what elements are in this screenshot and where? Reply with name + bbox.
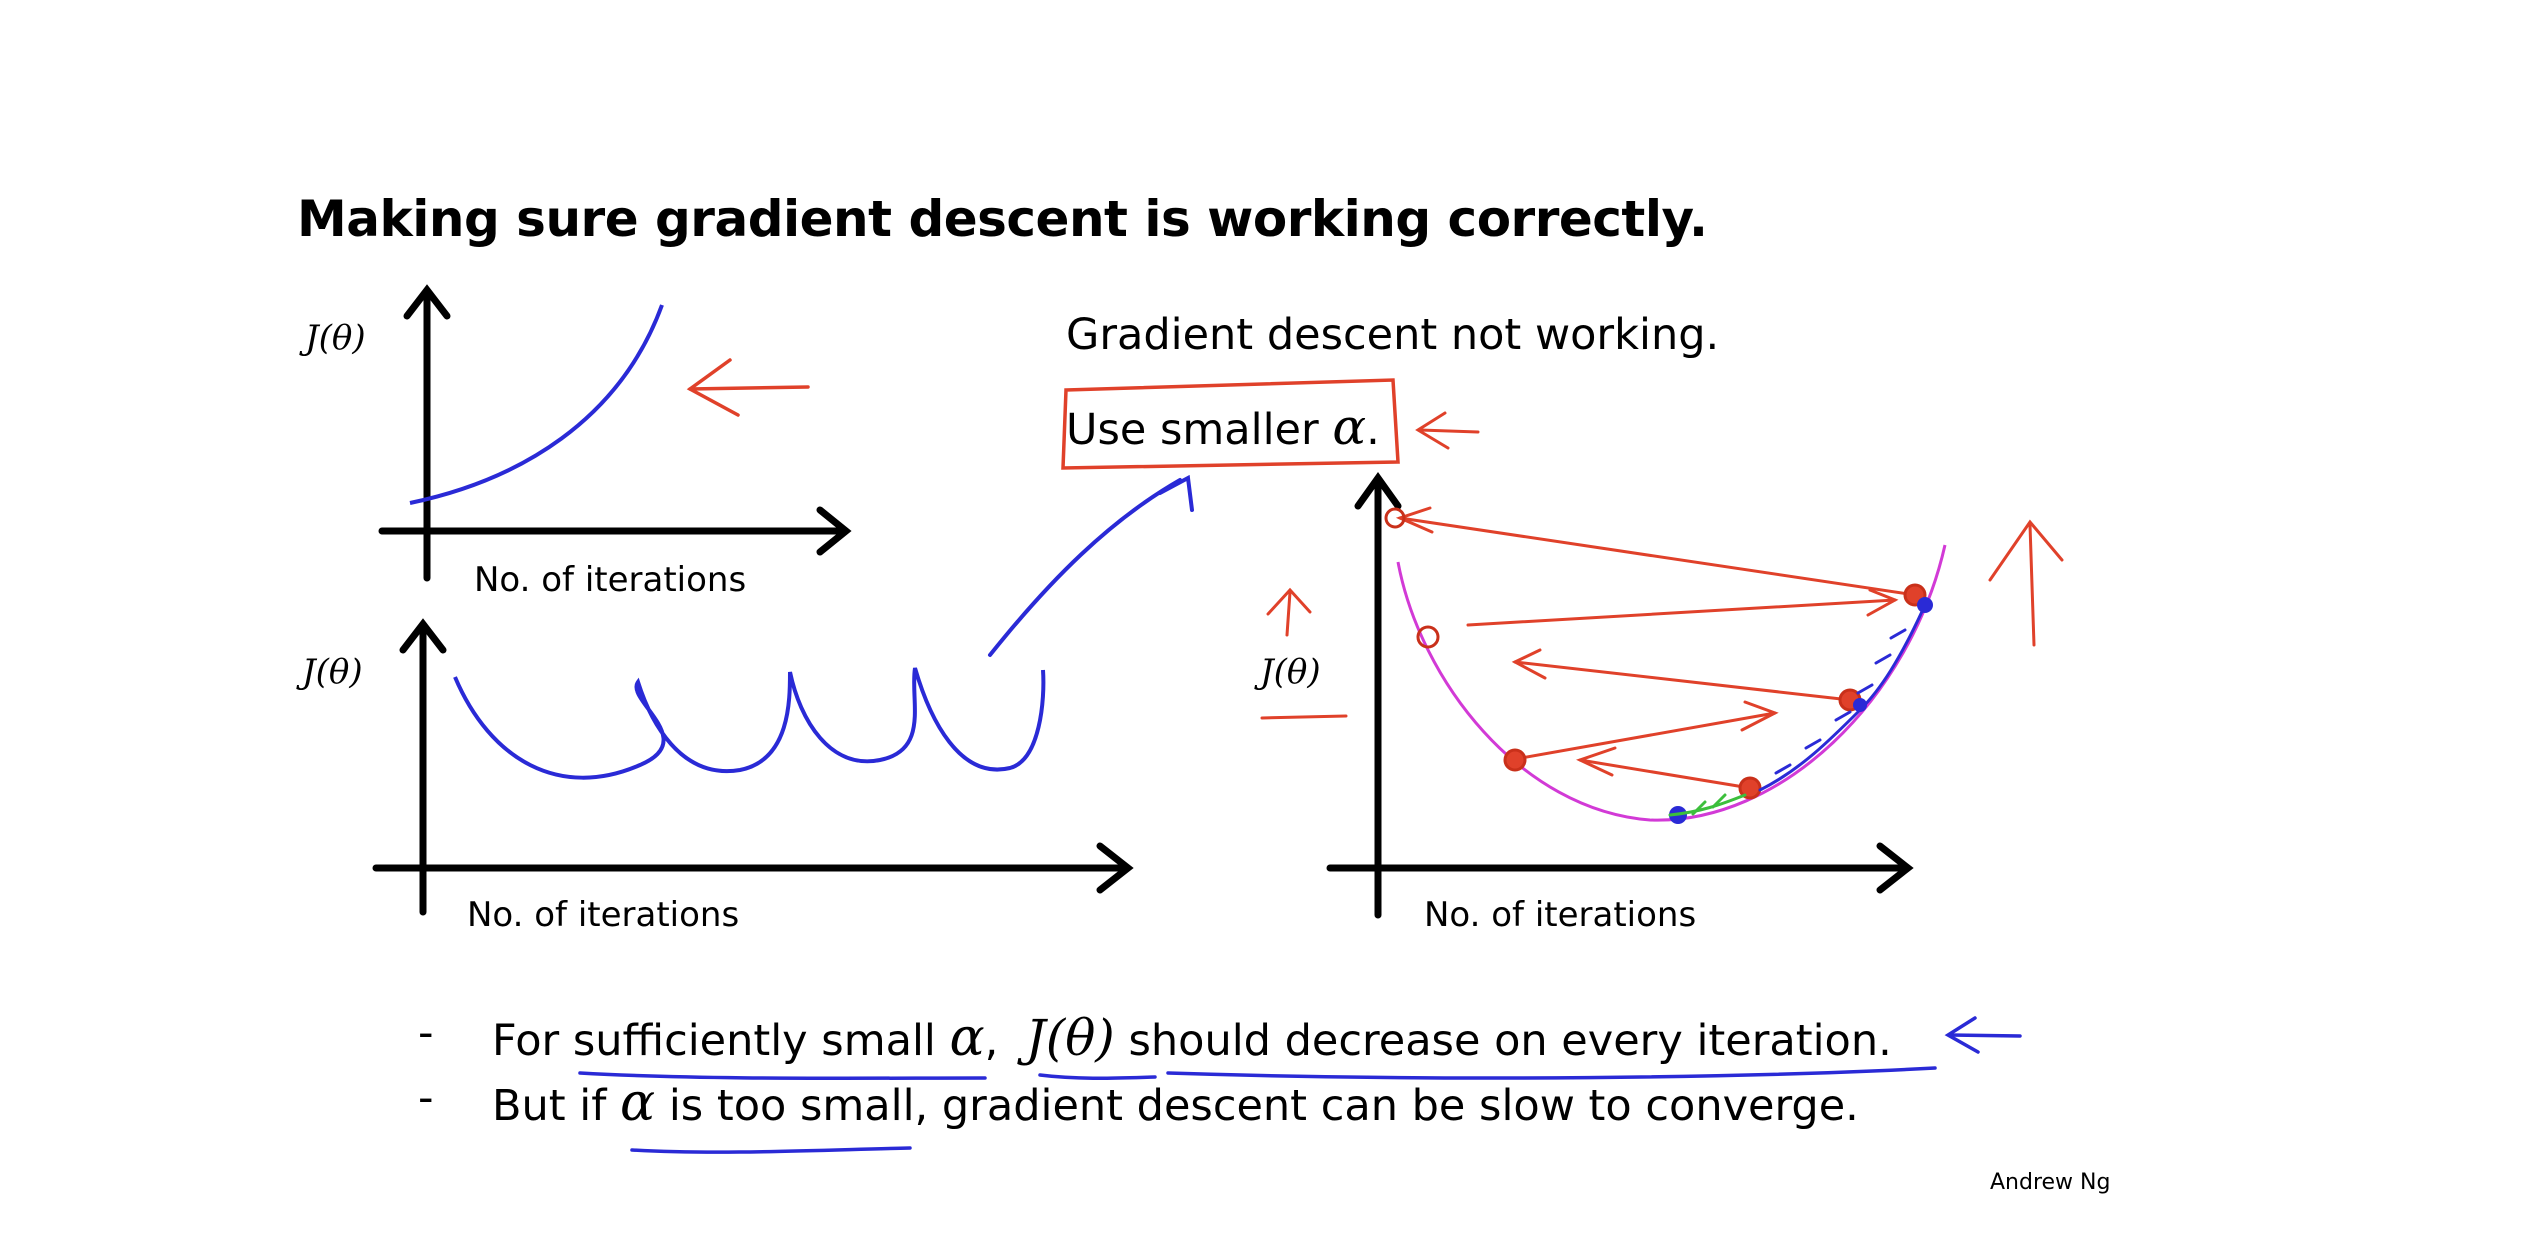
- alpha-symbol: α: [949, 1008, 985, 1068]
- red-arrow-note: [1415, 411, 1480, 450]
- bullet-underlines: [578, 1066, 1937, 1154]
- note-not-working: Gradient descent not working.: [1066, 310, 1720, 360]
- bullet-comma: ,: [984, 1016, 999, 1066]
- bullet-dash: -: [418, 1008, 434, 1058]
- note-text: Use smaller: [1066, 405, 1333, 455]
- bullet-text: is too small, gradient descent can be sl…: [655, 1081, 1859, 1131]
- bullet-sufficiently-small: For sufficiently small α, J(θ) should de…: [492, 1008, 1892, 1068]
- red-underline-jtheta: [1260, 714, 1348, 720]
- blue-arrow-to-note: [988, 474, 1194, 657]
- slide-title: Making sure gradient descent is working …: [297, 190, 1708, 248]
- bottom-left-xlabel: No. of iterations: [467, 895, 740, 935]
- bullet-dash: -: [418, 1073, 434, 1123]
- diverging-cost-curve: [409, 304, 664, 505]
- bullet-too-small: But if α is too small, gradient descent …: [492, 1073, 1859, 1133]
- note-use-smaller-alpha: Use smaller α.: [1066, 398, 1380, 456]
- cost-function-symbol: J(θ): [1025, 1009, 1115, 1067]
- overshoot-path: [1395, 506, 1917, 790]
- final-steps: [1668, 793, 1747, 817]
- alpha-symbol: α: [620, 1073, 656, 1133]
- bullet-text: should decrease on every iteration.: [1114, 1016, 1892, 1066]
- top-left-xlabel: No. of iterations: [474, 560, 747, 600]
- bottom-left-ylabel: J(θ): [302, 652, 363, 692]
- small-step-points: [1669, 597, 1933, 824]
- alpha-symbol: α: [1332, 398, 1367, 456]
- top-left-axes: [378, 284, 852, 582]
- bottom-left-axes: [372, 618, 1134, 916]
- oscillating-cost-curve: [453, 667, 1046, 780]
- right-axes: [1326, 471, 1914, 919]
- red-arrow-top-left: [686, 358, 810, 417]
- bullet-text: But if: [492, 1081, 621, 1131]
- slide-credit: Andrew Ng: [1990, 1170, 2111, 1195]
- note-period: .: [1366, 405, 1380, 455]
- red-box-use-smaller-alpha: [1061, 378, 1400, 470]
- right-xlabel: No. of iterations: [1424, 895, 1697, 935]
- red-up-arrow-large: [1988, 519, 2064, 647]
- top-left-ylabel: J(θ): [305, 318, 366, 358]
- blue-arrow-bullet: [1944, 1016, 2022, 1054]
- red-up-arrow-small: [1266, 587, 1312, 637]
- convex-cost-curve: [1396, 544, 1947, 822]
- overshoot-points: [1384, 507, 1927, 800]
- bullet-text: For sufficiently small: [492, 1016, 950, 1066]
- right-ylabel: J(θ): [1260, 652, 1321, 692]
